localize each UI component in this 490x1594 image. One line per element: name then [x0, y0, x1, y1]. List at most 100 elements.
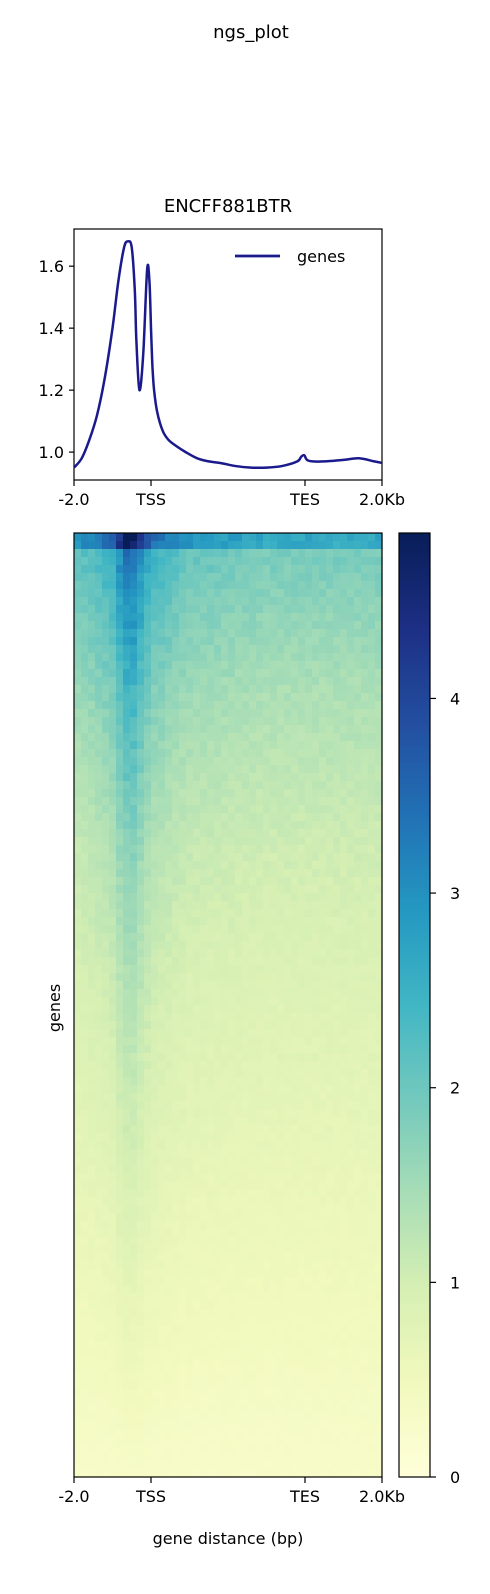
- heatmap-cell: [179, 717, 187, 726]
- heatmap-cell: [158, 613, 166, 622]
- heatmap-cell: [228, 1061, 236, 1070]
- heatmap-cell: [291, 533, 299, 542]
- heatmap-cell: [277, 1173, 285, 1182]
- heatmap-cell: [361, 1381, 369, 1390]
- heatmap-cell: [186, 565, 194, 574]
- heatmap-cell: [137, 1365, 145, 1374]
- heatmap-cell: [158, 589, 166, 598]
- heatmap-cell: [193, 837, 201, 846]
- heatmap-cell: [151, 973, 159, 982]
- heatmap-cell: [151, 813, 159, 822]
- heatmap-cell: [228, 741, 236, 750]
- heatmap-cell: [256, 997, 264, 1006]
- heatmap-cell: [298, 829, 306, 838]
- heatmap-cell: [81, 693, 89, 702]
- heatmap-cell: [88, 1349, 96, 1358]
- heatmap-cell: [74, 749, 82, 758]
- heatmap-cell: [319, 821, 327, 830]
- heatmap-cell: [270, 1317, 278, 1326]
- heatmap-cell: [193, 549, 201, 558]
- heatmap-cell: [158, 1413, 166, 1422]
- heatmap-cell: [277, 629, 285, 638]
- heatmap-cell: [102, 557, 110, 566]
- heatmap-cell: [312, 901, 320, 910]
- heatmap-cell: [375, 1237, 383, 1246]
- heatmap-cell: [207, 893, 215, 902]
- heatmap-cell: [214, 621, 222, 630]
- heatmap-cell: [193, 1365, 201, 1374]
- heatmap-cell: [284, 989, 292, 998]
- heatmap-cell: [74, 669, 82, 678]
- heatmap-cell: [228, 1309, 236, 1318]
- heatmap-cell: [361, 741, 369, 750]
- heatmap-cell: [242, 1413, 250, 1422]
- heatmap-cell: [333, 981, 341, 990]
- heatmap-cell: [235, 773, 243, 782]
- heatmap-cell: [151, 1333, 159, 1342]
- heatmap-cell: [375, 1053, 383, 1062]
- heatmap-cell: [291, 1309, 299, 1318]
- heatmap-cell: [291, 1373, 299, 1382]
- heatmap-cell: [193, 661, 201, 670]
- heatmap-cell: [256, 1261, 264, 1270]
- heatmap-cell: [284, 621, 292, 630]
- heatmap-cell: [165, 1237, 173, 1246]
- heatmap-cell: [109, 1125, 117, 1134]
- heatmap-cell: [74, 1125, 82, 1134]
- heatmap-cell: [319, 853, 327, 862]
- heatmap-cell: [305, 1069, 313, 1078]
- heatmap-cell: [361, 893, 369, 902]
- heatmap-cell: [242, 653, 250, 662]
- heatmap-cell: [284, 1165, 292, 1174]
- heatmap-cell: [123, 597, 131, 606]
- heatmap-cell: [95, 813, 103, 822]
- heatmap-cell: [291, 869, 299, 878]
- heatmap-cell: [165, 541, 173, 550]
- heatmap-cell: [95, 533, 103, 542]
- heatmap-cell: [235, 1317, 243, 1326]
- heatmap-cell: [88, 1221, 96, 1230]
- heatmap-cell: [242, 1061, 250, 1070]
- heatmap-cell: [277, 933, 285, 942]
- heatmap-cell: [151, 621, 159, 630]
- heatmap-cell: [354, 629, 362, 638]
- heatmap-cell: [242, 549, 250, 558]
- heatmap-cell: [263, 1125, 271, 1134]
- heatmap-cell: [116, 1205, 124, 1214]
- heatmap-cell: [354, 1165, 362, 1174]
- heatmap-cell: [305, 1405, 313, 1414]
- heatmap-cell: [305, 685, 313, 694]
- heatmap-cell: [207, 1373, 215, 1382]
- heatmap-cell: [74, 1093, 82, 1102]
- heatmap-cell: [256, 1381, 264, 1390]
- heatmap-cell: [263, 605, 271, 614]
- heatmap-cell: [284, 1253, 292, 1262]
- heatmap-cell: [193, 1101, 201, 1110]
- heatmap-cell: [130, 1245, 138, 1254]
- heatmap-cell: [214, 941, 222, 950]
- heatmap-cell: [186, 621, 194, 630]
- heatmap-cell: [123, 901, 131, 910]
- heatmap-cell: [214, 1269, 222, 1278]
- heatmap-cell: [200, 1037, 208, 1046]
- heatmap-cell: [144, 685, 152, 694]
- heatmap-cell: [298, 757, 306, 766]
- heatmap-cell: [144, 1077, 152, 1086]
- heatmap-cell: [347, 1261, 355, 1270]
- heatmap-cell: [298, 1141, 306, 1150]
- heatmap-cell: [88, 941, 96, 950]
- heatmap-cell: [214, 973, 222, 982]
- heatmap-cell: [74, 741, 82, 750]
- heatmap-cell: [151, 909, 159, 918]
- heatmap-cell: [347, 733, 355, 742]
- heatmap-cell: [179, 1229, 187, 1238]
- heatmap-cell: [312, 861, 320, 870]
- heatmap-cell: [235, 1293, 243, 1302]
- heatmap-cell: [193, 1197, 201, 1206]
- heatmap-cell: [340, 781, 348, 790]
- heatmap-cell: [256, 1341, 264, 1350]
- heatmap-cell: [158, 869, 166, 878]
- heatmap-cell: [312, 685, 320, 694]
- heatmap-cell: [95, 693, 103, 702]
- heatmap-cell: [375, 1333, 383, 1342]
